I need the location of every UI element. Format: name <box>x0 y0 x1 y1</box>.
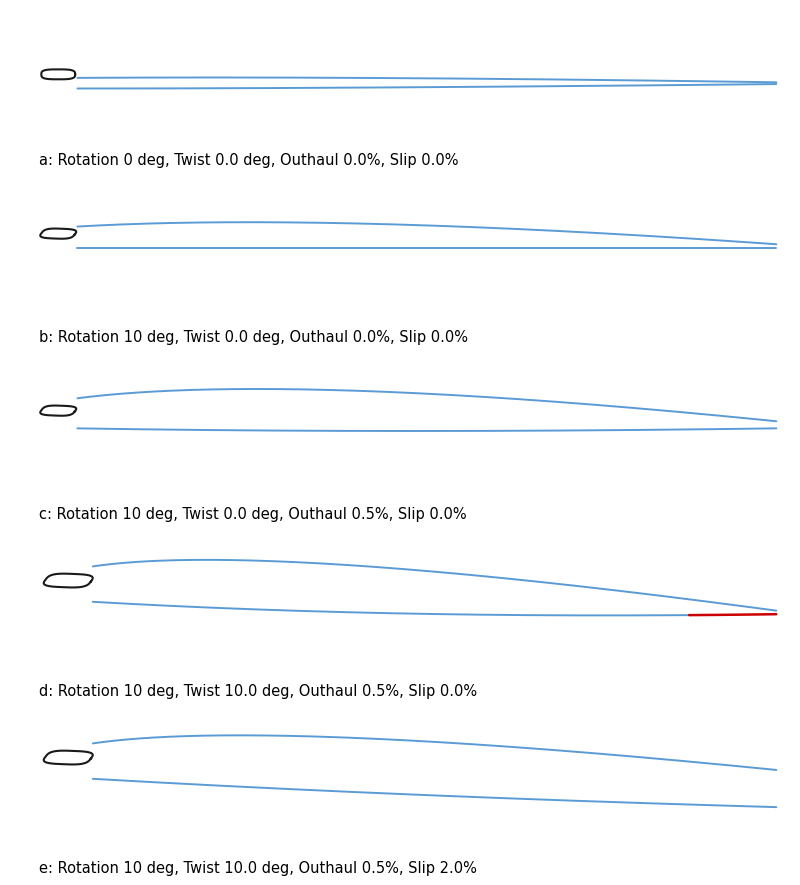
Text: c: Rotation 10 deg, Twist 0.0 deg, Outhaul 0.5%, Slip 0.0%: c: Rotation 10 deg, Twist 0.0 deg, Outha… <box>39 507 466 522</box>
Text: b: Rotation 10 deg, Twist 0.0 deg, Outhaul 0.0%, Slip 0.0%: b: Rotation 10 deg, Twist 0.0 deg, Outha… <box>39 330 468 345</box>
Text: a: Rotation 0 deg, Twist 0.0 deg, Outhaul 0.0%, Slip 0.0%: a: Rotation 0 deg, Twist 0.0 deg, Outhau… <box>39 153 458 168</box>
Text: d: Rotation 10 deg, Twist 10.0 deg, Outhaul 0.5%, Slip 0.0%: d: Rotation 10 deg, Twist 10.0 deg, Outh… <box>39 684 477 699</box>
Text: e: Rotation 10 deg, Twist 10.0 deg, Outhaul 0.5%, Slip 2.0%: e: Rotation 10 deg, Twist 10.0 deg, Outh… <box>39 861 477 876</box>
